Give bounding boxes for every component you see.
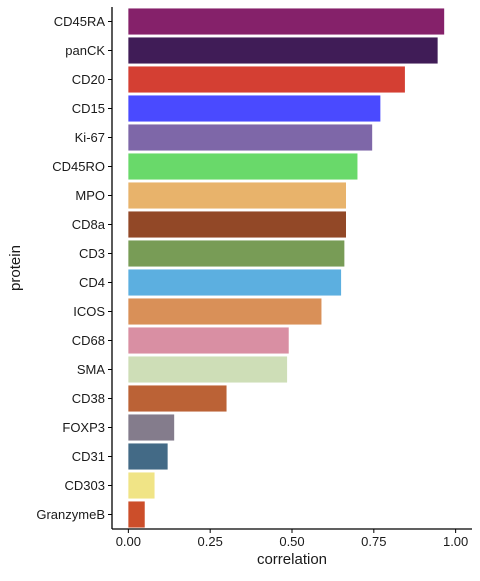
y-tick-label: CD8a xyxy=(72,217,106,232)
y-tick-label: CD15 xyxy=(72,101,105,116)
x-tick-label: 1.00 xyxy=(443,534,468,549)
bar-panck xyxy=(128,37,438,64)
y-tick-label: CD20 xyxy=(72,72,105,87)
bar-mpo xyxy=(128,182,346,209)
y-tick-label: ICOS xyxy=(73,304,105,319)
y-tick-label: panCK xyxy=(65,43,105,58)
bar-cd20 xyxy=(128,66,405,93)
bar-foxp3 xyxy=(128,414,175,441)
y-tick-label: FOXP3 xyxy=(62,420,105,435)
bar-cd15 xyxy=(128,95,381,122)
y-tick-label: CD31 xyxy=(72,449,105,464)
x-tick-label: 0.25 xyxy=(198,534,223,549)
y-tick-label: CD68 xyxy=(72,333,105,348)
y-tick-label: CD303 xyxy=(65,478,105,493)
y-tick-label: CD45RA xyxy=(54,14,106,29)
bar-icos xyxy=(128,298,322,325)
y-tick-label: CD3 xyxy=(79,246,105,261)
y-tick-label: Ki-67 xyxy=(75,130,105,145)
bar-cd3 xyxy=(128,240,345,267)
y-tick-label: CD45RO xyxy=(52,159,105,174)
x-tick-label: 0.75 xyxy=(361,534,386,549)
y-tick-label: CD4 xyxy=(79,275,105,290)
bars-group xyxy=(128,8,445,528)
bar-cd45ro xyxy=(128,153,358,180)
x-axis-title: correlation xyxy=(257,551,327,568)
bar-cd68 xyxy=(128,327,289,354)
bar-cd45ra xyxy=(128,8,445,35)
y-tick-label: GranzymeB xyxy=(36,507,105,522)
y-tick-label: SMA xyxy=(77,362,106,377)
y-tick-label: CD38 xyxy=(72,391,105,406)
y-axis-title: protein xyxy=(7,245,24,291)
bar-cd8a xyxy=(128,211,346,238)
x-tick-label: 0.00 xyxy=(116,534,141,549)
x-tick-label: 0.50 xyxy=(279,534,304,549)
bar-granzymeb xyxy=(128,501,145,528)
bar-cd31 xyxy=(128,443,168,470)
bar-sma xyxy=(128,356,288,383)
bar-ki-67 xyxy=(128,124,373,151)
bar-cd4 xyxy=(128,269,342,296)
bar-cd303 xyxy=(128,472,155,499)
y-tick-labels: CD45RA panCK CD20 CD15 Ki-67 CD45RO MPO CD8a CD3… xyxy=(36,14,112,522)
x-axis: 0.00 0.25 0.50 0.75 1.00 xyxy=(112,528,472,549)
y-tick-label: MPO xyxy=(75,188,105,203)
bar-cd38 xyxy=(128,385,227,412)
